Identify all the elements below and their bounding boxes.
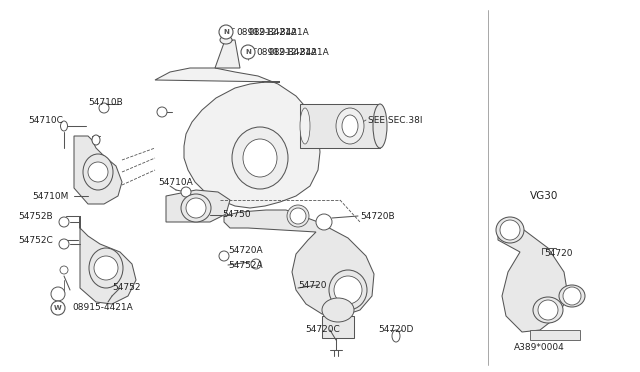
Circle shape [94,256,118,280]
Ellipse shape [329,270,367,310]
Polygon shape [322,316,354,338]
Text: 54720B: 54720B [360,212,395,221]
Ellipse shape [61,121,67,131]
Text: SEE SEC.38I: SEE SEC.38I [368,115,422,125]
Circle shape [241,45,255,59]
Circle shape [51,301,65,315]
Circle shape [316,214,332,230]
Text: 54710A: 54710A [158,177,193,186]
Polygon shape [166,190,230,222]
Ellipse shape [559,285,585,307]
Text: 54752C: 54752C [18,235,52,244]
Text: 54750: 54750 [222,209,251,218]
Circle shape [181,187,191,197]
Ellipse shape [322,298,354,322]
Circle shape [219,25,233,39]
Text: N: N [223,29,229,35]
Ellipse shape [83,154,113,190]
Circle shape [51,287,65,301]
Ellipse shape [342,115,358,137]
Polygon shape [300,104,380,148]
Text: 54752A: 54752A [228,260,262,269]
Circle shape [59,217,69,227]
Ellipse shape [181,194,211,222]
Text: W: W [54,305,62,311]
Polygon shape [498,228,568,332]
Circle shape [563,287,581,305]
Circle shape [99,103,109,113]
Circle shape [334,276,362,304]
Polygon shape [224,210,374,316]
Text: 54710B: 54710B [88,97,123,106]
Text: 08912-8421A: 08912-8421A [256,48,317,57]
Text: VG30: VG30 [530,191,558,201]
Text: 54752B: 54752B [18,212,52,221]
Text: 54720D: 54720D [378,326,413,334]
Text: 54720C: 54720C [305,326,340,334]
Ellipse shape [392,330,400,342]
Polygon shape [155,68,320,208]
Text: A389*0004: A389*0004 [514,343,564,353]
Circle shape [500,220,520,240]
Text: 54752: 54752 [112,283,141,292]
Ellipse shape [92,135,100,145]
Polygon shape [74,136,122,204]
Circle shape [290,208,306,224]
Ellipse shape [220,36,232,44]
Text: 54720: 54720 [298,282,326,291]
Ellipse shape [533,297,563,323]
Ellipse shape [300,108,310,144]
Text: N: N [245,49,251,55]
Polygon shape [215,40,240,68]
Ellipse shape [287,205,309,227]
Text: 08912-8421A: 08912-8421A [248,28,308,36]
Circle shape [88,162,108,182]
Ellipse shape [336,108,364,144]
Ellipse shape [496,217,524,243]
Circle shape [157,107,167,117]
Polygon shape [80,216,136,304]
Circle shape [186,198,206,218]
Polygon shape [530,330,580,340]
Text: 54710M: 54710M [32,192,68,201]
Text: 08915-4421A: 08915-4421A [72,304,132,312]
Ellipse shape [232,127,288,189]
Ellipse shape [243,139,277,177]
Circle shape [219,251,229,261]
Circle shape [60,266,68,274]
Circle shape [251,259,261,269]
Text: 08912-8421A: 08912-8421A [268,48,329,57]
Ellipse shape [89,248,123,288]
Ellipse shape [373,104,387,148]
Circle shape [59,239,69,249]
Circle shape [538,300,558,320]
Text: 54720: 54720 [544,250,573,259]
Text: 54720A: 54720A [228,246,262,254]
Text: 08912-8421A: 08912-8421A [236,28,297,36]
Text: 54710C: 54710C [28,115,63,125]
